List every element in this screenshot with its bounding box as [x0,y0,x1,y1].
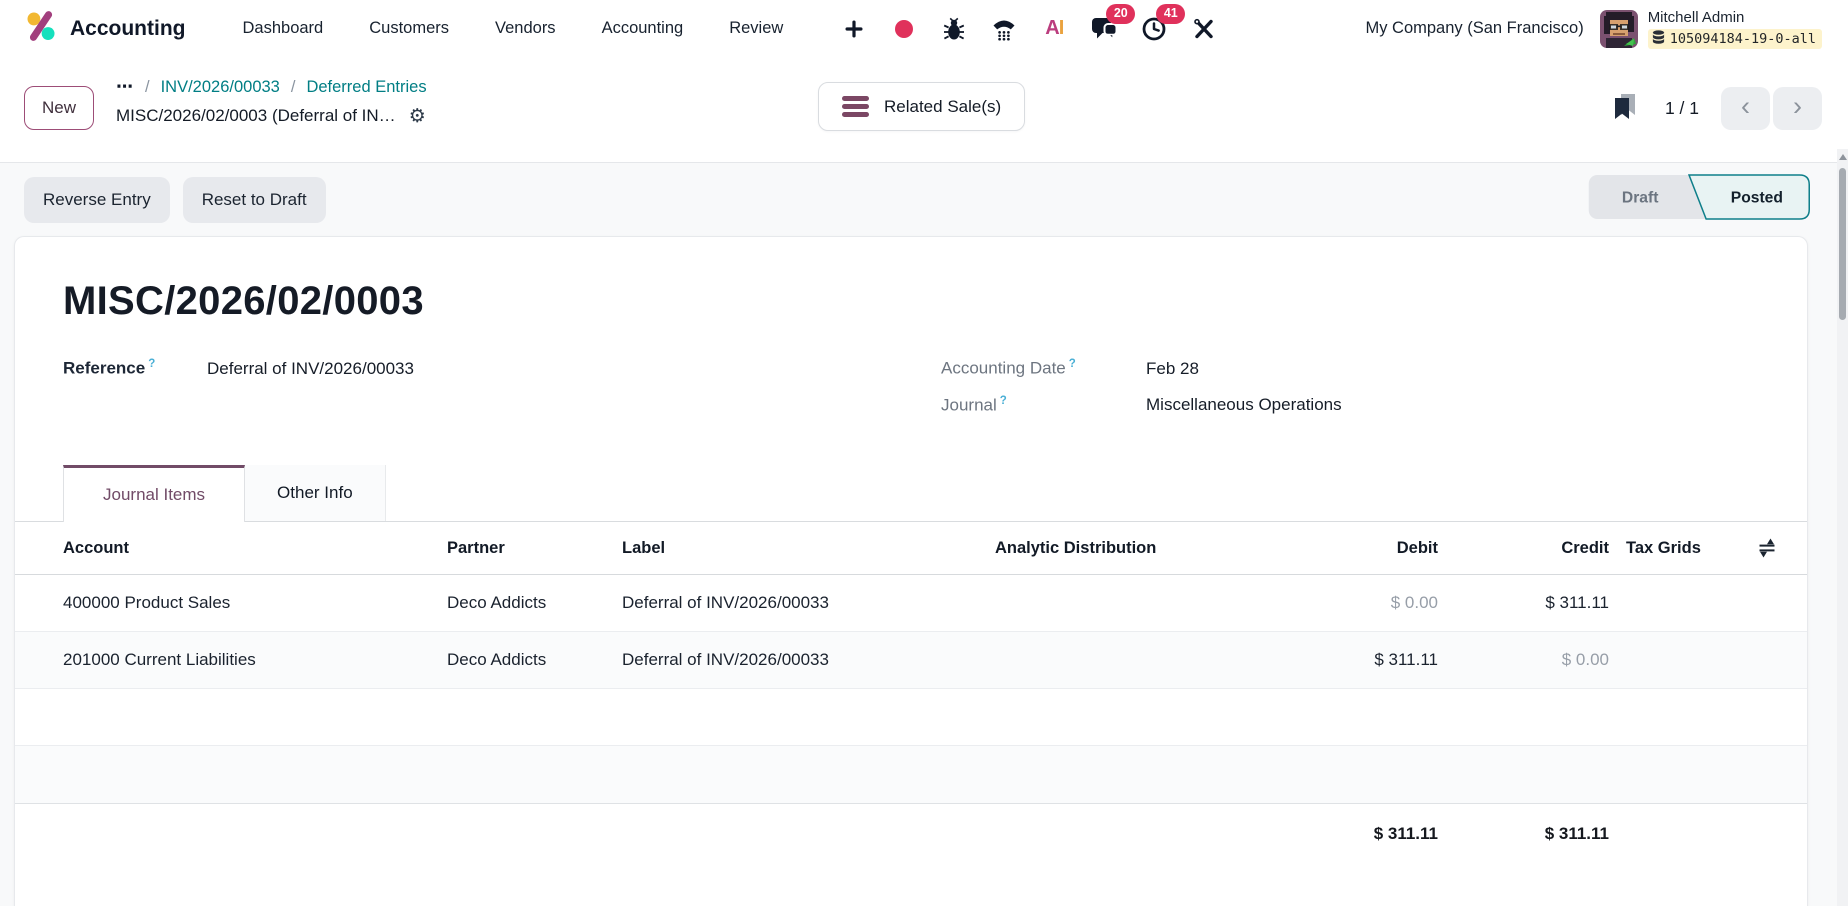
avatar [1599,9,1638,48]
menu-review[interactable]: Review [729,19,784,37]
totals-row: $ 311.11 $ 311.11 [15,804,1807,844]
app-name: Accounting [70,16,186,40]
app-switcher[interactable]: Accounting [24,9,186,48]
reset-to-draft-button[interactable]: Reset to Draft [182,176,326,223]
vertical-scrollbar[interactable] [1837,149,1848,906]
scrollbar-thumb[interactable] [1839,168,1846,320]
col-account[interactable]: Account [63,538,129,557]
cell-credit: $ 311.11 [1545,593,1609,613]
cell-partner: Deco Addicts [447,650,547,670]
tab-journal-items[interactable]: Journal Items [63,465,246,523]
tab-other-info[interactable]: Other Info [245,465,386,522]
reference-label: Reference? [63,358,156,378]
help-marker: ? [148,358,156,370]
total-credit: $ 311.11 [1544,824,1609,844]
database-icon [1652,29,1665,48]
journal-field[interactable]: Miscellaneous Operations [1146,395,1342,415]
menu-accounting[interactable]: Accounting [601,19,684,37]
form-sheet: MISC/2026/02/0003 Reference? Deferral of… [14,236,1808,906]
col-partner[interactable]: Partner [447,538,505,557]
table-header: Account Partner Label Analytic Distribut… [15,522,1807,576]
breadcrumb-ellipsis[interactable]: ⋯ [116,77,134,96]
cell-account: 201000 Current Liabilities [63,650,256,670]
breadcrumb-current: MISC/2026/02/0003 (Deferral of IN… [116,106,396,125]
help-marker: ? [999,394,1007,407]
form-view-area: Reverse Entry Reset to Draft Draft Poste… [0,162,1848,906]
phone-icon[interactable] [984,10,1024,48]
pager: 1 / 1 ‹ › [1613,87,1822,130]
page-title: MISC/2026/02/0003 [63,279,424,323]
help-marker: ? [1068,358,1076,370]
empty-row[interactable] [15,746,1807,805]
notebook-tabs: Journal Items Other Info [15,465,1807,523]
main-menu: Dashboard Customers Vendors Accounting R… [220,10,807,47]
user-menu-area: My Company (San Francisco) [1365,9,1822,49]
empty-row[interactable] [15,689,1807,747]
table-row[interactable]: 201000 Current Liabilities Deco Addicts … [15,632,1807,690]
messages-badge: 20 [1106,3,1136,24]
journal-label: Journal? [941,394,1007,415]
database-name: 105094184-19-0-all [1669,30,1816,47]
pager-next-button[interactable]: › [1773,87,1822,130]
database-badge: 105094184-19-0-all [1647,28,1822,49]
menu-vendors[interactable]: Vendors [495,19,556,37]
menu-dashboard[interactable]: Dashboard [242,19,324,37]
col-analytic-distribution[interactable]: Analytic Distribution [995,538,1157,557]
cell-debit: $ 311.11 [1374,650,1438,670]
control-panel: New ⋯ / INV/2026/00033 / Deferred Entrie… [0,57,1848,162]
scroll-up-arrow-icon[interactable] [1838,154,1847,160]
pager-count: 1 / 1 [1664,98,1699,118]
tools-icon[interactable] [1184,10,1224,48]
systray: AI 20 41 [834,3,1224,48]
list-bars-icon [842,96,869,117]
ai-icon[interactable]: AI [1045,17,1064,39]
status-draft: Draft [1622,190,1659,207]
menu-customers[interactable]: Customers [369,19,450,37]
new-button[interactable]: New [24,86,95,130]
table-row[interactable]: 400000 Product Sales Deco Addicts Deferr… [15,575,1807,633]
journal-items-table: Account Partner Label Analytic Distribut… [15,522,1807,844]
status-posted: Posted [1731,190,1783,207]
pager-previous-button[interactable]: ‹ [1721,87,1770,130]
user-name: Mitchell Admin [1647,8,1745,26]
record-dot-icon[interactable] [884,10,924,48]
odoo-accounting-logo-icon [24,9,58,48]
col-debit[interactable]: Debit [1396,538,1438,557]
total-debit: $ 311.11 [1373,824,1438,844]
field-group: Reference? Deferral of INV/2026/00033 Ac… [63,358,1759,431]
bug-icon[interactable] [934,10,974,48]
reverse-entry-button[interactable]: Reverse Entry [24,176,170,223]
accounting-date-field[interactable]: Feb 28 [1146,358,1199,378]
cell-partner: Deco Addicts [447,593,547,613]
status-action-bar: Reverse Entry Reset to Draft Draft Poste… [0,163,1848,236]
cell-credit: $ 0.00 [1561,650,1609,670]
accounting-date-label: Accounting Date? [941,358,1076,378]
company-selector[interactable]: My Company (San Francisco) [1365,19,1584,37]
top-navbar: Accounting Dashboard Customers Vendors A… [0,0,1848,57]
statusbar[interactable]: Draft Posted [1588,174,1810,225]
cell-account: 400000 Product Sales [63,593,231,613]
plus-icon[interactable] [834,10,874,48]
related-sales-button[interactable]: Related Sale(s) [818,82,1026,131]
col-tax-grids[interactable]: Tax Grids [1626,538,1701,557]
gear-icon[interactable]: ⚙ [408,105,426,127]
cell-label: Deferral of INV/2026/00033 [622,593,829,613]
col-credit[interactable]: Credit [1561,538,1609,557]
messages-icon[interactable]: 20 [1084,3,1136,48]
optional-columns-icon[interactable] [1715,538,1807,558]
bookmark-icon[interactable] [1613,92,1637,126]
user-menu[interactable]: Mitchell Admin 105094184-19-0-all [1599,8,1822,49]
activities-badge: 41 [1156,3,1186,24]
breadcrumb-link-invoice[interactable]: INV/2026/00033 [160,77,280,96]
col-label[interactable]: Label [622,538,666,557]
cell-label: Deferral of INV/2026/00033 [622,650,829,670]
activities-clock-icon[interactable]: 41 [1134,3,1186,48]
breadcrumb-link-deferred-entries[interactable]: Deferred Entries [306,77,427,96]
breadcrumb: ⋯ / INV/2026/00033 / Deferred Entries MI… [116,77,427,127]
cell-debit: $ 0.00 [1390,593,1438,613]
reference-field[interactable]: Deferral of INV/2026/00033 [207,358,414,378]
